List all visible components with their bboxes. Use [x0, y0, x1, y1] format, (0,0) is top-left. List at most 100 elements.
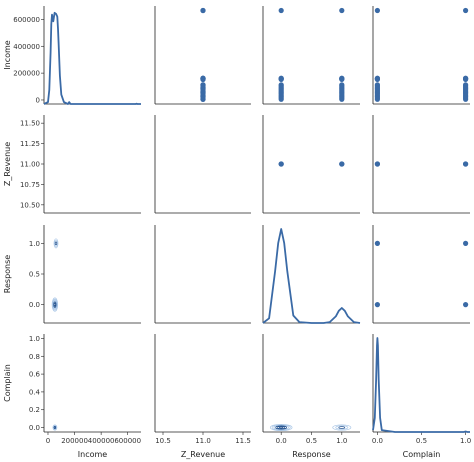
scatter-point: [339, 82, 345, 88]
scatter-point: [463, 82, 469, 88]
ytick-label: 0: [36, 96, 40, 104]
xtick-label: 200000: [61, 437, 88, 445]
scatter-income-vs-z_revenue: [200, 7, 206, 102]
contour-ring: [53, 425, 57, 430]
contour-ring: [51, 297, 59, 312]
ylabel-z_revenue: Z_Revenue: [3, 142, 12, 186]
panel-income-vs-complain: [372, 6, 470, 105]
scatter-point: [339, 161, 345, 167]
ytick-label: 200000: [13, 70, 40, 78]
panel-complain-vs-z_revenue: [154, 334, 251, 433]
ytick-label: 11.25: [20, 140, 40, 148]
xlabel-complain: Complain: [403, 450, 441, 459]
xtick-label: 0.0: [276, 437, 287, 445]
contour-ring: [52, 298, 58, 311]
contour-ring: [52, 425, 57, 430]
panel-z_revenue-vs-complain: [372, 115, 470, 214]
contour-ring: [275, 425, 288, 430]
kde-line-complain: [372, 337, 470, 433]
ytick-label: 400000: [13, 43, 40, 51]
ytick-label: 0.5: [29, 271, 40, 279]
ylabel-response: Response: [3, 255, 12, 294]
ytick-label: 10.50: [20, 201, 40, 209]
scatter-income-vs-response: [278, 7, 345, 102]
contour-ring: [273, 425, 289, 430]
contour-ring: [332, 424, 352, 431]
xtick-label: 600000: [114, 437, 141, 445]
xlabel-z_revenue: Z_Revenue: [181, 450, 225, 459]
scatter-point: [374, 7, 380, 14]
scatter-point: [463, 161, 469, 167]
kde-line-response: [262, 228, 361, 324]
ytick-label: 0.4: [29, 388, 41, 396]
scatter-point: [463, 302, 469, 308]
ylabel-complain: Complain: [3, 364, 12, 402]
ytick-label: 0.0: [29, 301, 40, 309]
contour-ring: [54, 239, 58, 247]
contour-ring: [53, 238, 59, 249]
xtick-label: 11.5: [235, 437, 251, 445]
panel-income-vs-response: [262, 6, 360, 105]
contour-complain-vs-income: [52, 424, 58, 431]
panel-response-vs-complain: [372, 225, 470, 324]
xtick-label: 0.5: [306, 437, 317, 445]
panel-z_revenue-vs-response: [262, 115, 360, 214]
xtick-label: 1.0: [460, 437, 471, 445]
kde-line-income: [43, 11, 141, 105]
ytick-label: 0.8: [29, 353, 40, 361]
scatter-z_revenue-vs-response: [278, 161, 345, 167]
contour-complain-vs-response: [269, 423, 352, 432]
xtick-label: 400000: [88, 437, 115, 445]
panel-complain-vs-complain: [372, 334, 470, 433]
xtick-label: 0.0: [372, 437, 383, 445]
scatter-point: [200, 7, 206, 14]
contour-ring: [338, 426, 346, 429]
ylabel-income: Income: [3, 40, 12, 70]
ytick-label: 1.0: [29, 335, 40, 343]
ytick-label: 1.0: [29, 240, 40, 248]
scatter-point: [463, 7, 469, 14]
contour-ring: [54, 241, 58, 246]
xlabel-response: Response: [292, 450, 331, 459]
scatter-point: [374, 75, 380, 81]
contour-ring: [52, 299, 58, 310]
contour-ring: [269, 423, 293, 432]
contour-ring: [335, 425, 349, 430]
scatter-point: [463, 240, 469, 246]
ytick-label: 11.50: [20, 120, 40, 128]
panel-income-vs-z_revenue: [154, 6, 251, 105]
contour-ring: [277, 426, 286, 429]
xtick-label: 11.0: [195, 437, 211, 445]
scatter-point: [463, 75, 469, 81]
xtick-label: 0: [46, 437, 50, 445]
contour-ring: [52, 424, 58, 431]
panel-response-vs-income: [43, 225, 141, 324]
panel-z_revenue-vs-income: [43, 115, 141, 214]
ytick-label: 0.2: [29, 406, 40, 414]
scatter-point: [374, 82, 380, 88]
contour-ring: [279, 426, 284, 429]
contour-ring: [52, 300, 57, 309]
panel-response-vs-z_revenue: [154, 225, 251, 324]
scatter-point: [374, 302, 380, 308]
scatter-point: [278, 161, 284, 167]
panel-complain-vs-income: [43, 334, 141, 433]
scatter-point: [278, 82, 284, 88]
scatter-point: [374, 240, 380, 246]
scatter-income-vs-complain: [374, 7, 469, 102]
panel-response-vs-response: [262, 225, 360, 324]
scatter-point: [339, 7, 345, 14]
ytick-label: 600000: [13, 16, 40, 24]
contour-ring: [271, 424, 291, 431]
ytick-label: 0.6: [29, 371, 41, 379]
xlabel-income: Income: [78, 450, 108, 459]
scatter-point: [278, 75, 284, 81]
ytick-label: 10.75: [20, 181, 40, 189]
panel-complain-vs-response: [262, 334, 360, 433]
xtick-label: 1.0: [336, 437, 347, 445]
xtick-label: 10.5: [155, 437, 171, 445]
scatter-point: [200, 75, 206, 81]
scatter-point: [374, 161, 380, 167]
ytick-label: 0.0: [29, 424, 40, 432]
